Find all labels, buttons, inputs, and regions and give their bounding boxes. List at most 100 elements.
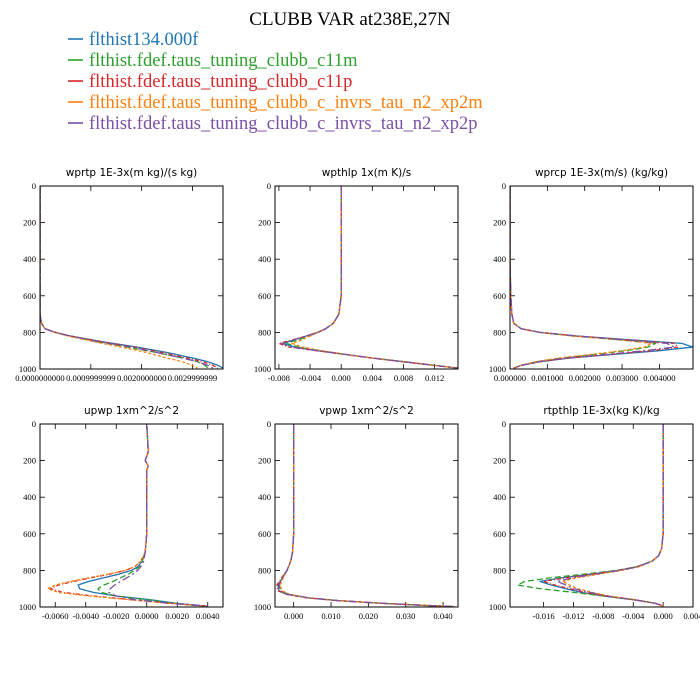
series-line — [510, 186, 675, 369]
y-tick-label: 0 — [502, 181, 506, 191]
x-tick-label: 0.000000 — [494, 373, 526, 383]
x-tick-label: -0.0060 — [42, 611, 69, 621]
y-tick-label: 0 — [267, 419, 271, 429]
series-line — [561, 424, 664, 607]
plot-frame — [39, 423, 224, 608]
x-tick-label: 0.0040 — [196, 611, 220, 621]
series-line — [278, 424, 455, 607]
legend-item: flthist.fdef.taus_tuning_clubb_c_invrs_t… — [68, 93, 483, 113]
series-line — [542, 424, 664, 607]
legend-label: flthist.fdef.taus_tuning_clubb_c11m — [89, 51, 358, 71]
y-tick-label: 400 — [23, 492, 36, 502]
series-line — [107, 424, 208, 607]
x-tick-label: 0.0029999999 — [168, 373, 217, 383]
y-tick-label: 1000 — [489, 364, 506, 374]
y-tick-label: 1000 — [19, 364, 36, 374]
x-tick-label: 0.004 — [683, 611, 700, 621]
series-group — [40, 186, 223, 369]
y-tick-label: 600 — [493, 529, 506, 539]
y-tick-label: 200 — [493, 456, 506, 466]
series-line — [40, 186, 198, 369]
series-line — [291, 186, 458, 369]
y-tick-label: 600 — [258, 529, 271, 539]
x-tick-label: 0.001000 — [531, 373, 563, 383]
series-line — [50, 424, 208, 607]
y-tick-label: 200 — [23, 218, 36, 228]
y-tick-label: 0 — [32, 181, 36, 191]
subplot: wprcp 1E-3x(m/s) (kg/kg) 0 200 400 600 800 100… — [489, 167, 694, 383]
x-tick-label: 0.040 — [433, 611, 452, 621]
x-tick-label: -0.0020 — [103, 611, 130, 621]
series-line — [46, 424, 208, 607]
series-line — [278, 186, 457, 369]
y-tick-label: 0 — [502, 419, 506, 429]
series-line — [40, 186, 214, 369]
series-group — [510, 186, 693, 369]
x-tick-label: 0.010 — [321, 611, 340, 621]
legend-label: flthist.fdef.taus_tuning_clubb_c_invrs_t… — [89, 93, 483, 113]
y-tick-label: 400 — [258, 492, 271, 502]
legend-item: flthist.fdef.taus_tuning_clubb_c_invrs_t… — [68, 114, 477, 134]
y-tick-label: 800 — [258, 565, 271, 575]
subplot-title: upwp 1xm^2/s^2 — [84, 405, 179, 417]
series-line — [40, 186, 223, 369]
x-tick-label: 0.000 — [332, 373, 351, 383]
chart-title: CLUBB VAR at238E,27N — [249, 9, 451, 30]
y-tick-label: 400 — [493, 254, 506, 264]
x-tick-label: 0.000 — [653, 611, 672, 621]
series-line — [276, 424, 453, 607]
x-tick-label: 0.003000 — [606, 373, 638, 383]
subplot: wprtp 1E-3x(m kg)/(s kg) 0 200 400 600 800 100… — [15, 167, 224, 383]
series-line — [282, 186, 458, 369]
y-tick-label: 1000 — [254, 364, 271, 374]
legend-item: flthist.fdef.taus_tuning_clubb_c11m — [68, 51, 358, 71]
plot-frame — [274, 185, 459, 370]
y-tick-label: 0 — [267, 181, 271, 191]
x-tick-label: -0.004 — [299, 373, 322, 383]
y-tick-label: 800 — [23, 565, 36, 575]
y-tick-label: 1000 — [489, 602, 506, 612]
series-line — [279, 424, 455, 607]
legend-item: flthist134.000f — [68, 30, 199, 50]
legend-item: flthist.fdef.taus_tuning_clubb_c11p — [68, 72, 352, 92]
x-tick-label: 0.000 — [284, 611, 303, 621]
y-tick-label: 200 — [258, 218, 271, 228]
subplot: rtpthlp 1E-3x(kg K)/kg 0 200 400 600 800 1000 -… — [489, 405, 700, 621]
panel-grid: wprtp 1E-3x(m kg)/(s kg) 0 200 400 600 800 100… — [15, 167, 700, 621]
subplot: wpthlp 1x(m K)/s 0 200 400 600 800 1000-0.008-… — [254, 167, 459, 383]
x-tick-label: 0.012 — [425, 373, 444, 383]
plot-frame — [274, 423, 459, 608]
y-tick-label: 600 — [23, 291, 36, 301]
x-tick-label: 0.004000 — [643, 373, 675, 383]
y-tick-label: 400 — [258, 254, 271, 264]
series-line — [286, 186, 458, 369]
y-tick-label: 800 — [23, 327, 36, 337]
series-line — [516, 424, 664, 607]
series-group — [278, 186, 458, 369]
x-tick-label: 0.004 — [363, 373, 383, 383]
y-tick-label: 200 — [493, 218, 506, 228]
legend-label: flthist.fdef.taus_tuning_clubb_c11p — [89, 72, 352, 92]
series-group — [276, 424, 455, 607]
y-tick-label: 600 — [493, 291, 506, 301]
series-line — [278, 424, 455, 607]
y-tick-label: 800 — [258, 327, 271, 337]
legend: flthist134.000fflthist.fdef.taus_tuning_… — [68, 30, 483, 134]
subplot-title: wprcp 1E-3x(m/s) (kg/kg) — [535, 167, 668, 179]
x-tick-label: -0.008 — [592, 611, 614, 621]
x-tick-label: 0.0000000000 — [15, 373, 64, 383]
series-line — [40, 186, 209, 369]
subplot-title: rtpthlp 1E-3x(kg K)/kg — [543, 405, 659, 417]
series-line — [556, 424, 664, 607]
x-tick-label: 0.0009999999 — [66, 373, 115, 383]
y-tick-label: 600 — [258, 291, 271, 301]
legend-label: flthist134.000f — [89, 30, 199, 50]
series-line — [281, 186, 458, 369]
subplot-title: wprtp 1E-3x(m kg)/(s kg) — [66, 167, 197, 179]
series-line — [510, 186, 653, 369]
x-tick-label: 0.0020000000 — [117, 373, 166, 383]
x-tick-label: 0.0020 — [165, 611, 189, 621]
subplot: vpwp 1xm^2/s^2 0 200 400 600 800 1000 0.000 0.01… — [254, 405, 459, 621]
plot-frame — [509, 423, 694, 608]
y-tick-label: 600 — [23, 529, 36, 539]
